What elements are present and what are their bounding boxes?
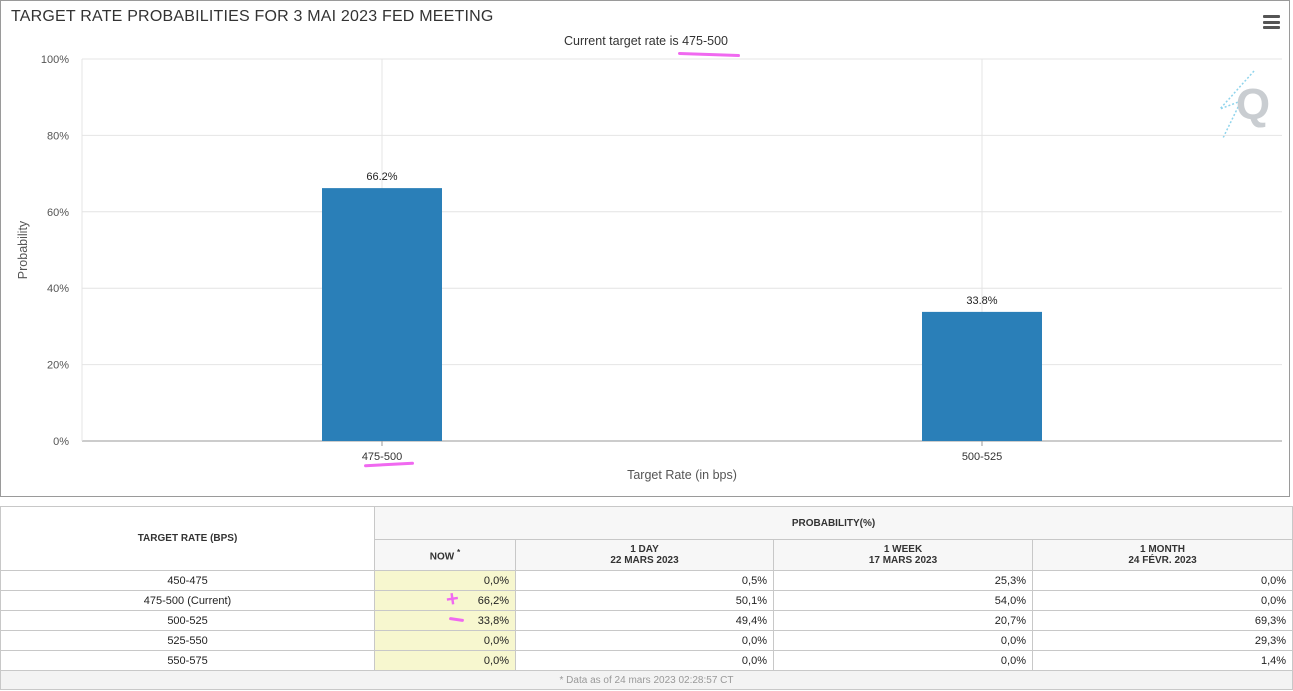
cell-1week: 0,0% <box>773 650 1033 671</box>
cell-1month: 0,0% <box>1031 570 1293 591</box>
table-row: 500-525 33,8% 49,4% 20,7% 69,3% <box>0 610 1293 631</box>
cell-1day: 0,5% <box>515 570 774 591</box>
bar-data-label: 66.2% <box>366 171 397 183</box>
cell-1week: 25,3% <box>773 570 1033 591</box>
cell-now: 66,2% <box>374 590 516 611</box>
cell-1month: 69,3% <box>1031 610 1293 631</box>
bar-500-525 <box>922 311 1042 441</box>
x-tick-label: 500-525 <box>962 451 1002 463</box>
cell-1week: 54,0% <box>773 590 1033 611</box>
col-group-probability: PROBABILITY(%) <box>373 506 1293 540</box>
col-header-1month: 1 MONTH 24 FÉVR. 2023 <box>1031 539 1293 571</box>
subtitle-rate: 475-500 <box>682 34 728 48</box>
cell-now: 0,0% <box>374 570 516 591</box>
table-row: 550-575 0,0% 0,0% 0,0% 1,4% <box>0 650 1293 671</box>
cell-rate: 475-500 (Current) <box>0 590 375 611</box>
table-row: 450-475 0,0% 0,5% 25,3% 0,0% <box>0 570 1293 591</box>
x-tick-label: 475-500 <box>362 451 402 463</box>
cell-rate: 500-525 <box>0 610 375 631</box>
col-now-label: NOW <box>429 551 455 563</box>
cell-now: 0,0% <box>374 650 516 671</box>
cell-1week: 0,0% <box>773 630 1033 651</box>
y-tick-label: 60% <box>47 207 69 219</box>
cell-1month: 1,4% <box>1031 650 1293 671</box>
cell-1month: 0,0% <box>1031 590 1293 611</box>
chart-svg: Q 0% 20% 40% 60% 80% 100% 66.2% 475-500 33.8% 500… <box>16 54 1282 482</box>
cell-rate: 525-550 <box>0 630 375 651</box>
hamburger-menu-icon[interactable] <box>1263 15 1280 29</box>
y-tick-label: 100% <box>41 54 69 66</box>
cell-now: 33,8% <box>374 610 516 631</box>
y-tick-label: 20% <box>47 360 69 372</box>
cell-1day: 0,0% <box>515 650 774 671</box>
cell-1day: 50,1% <box>515 590 774 611</box>
svg-text:Q: Q <box>1236 80 1270 129</box>
col-1week-date: 17 MARS 2023 <box>868 555 938 566</box>
cell-1day: 0,0% <box>515 630 774 651</box>
col-header-1day: 1 DAY 22 MARS 2023 <box>515 539 774 571</box>
cell-rate: 450-475 <box>0 570 375 591</box>
x-axis-title: Target Rate (in bps) <box>627 468 737 482</box>
col-1week-label: 1 WEEK <box>883 544 923 555</box>
col-header-rate: TARGET RATE (BPS) <box>0 506 375 571</box>
y-axis-title: Probability <box>16 220 30 279</box>
subtitle-prefix: Current target rate is <box>564 34 683 48</box>
chart-title: TARGET RATE PROBABILITIES FOR 3 MAI 2023… <box>11 8 494 25</box>
probability-table-container: TARGET RATE (BPS) PROBABILITY(%) NOW * 1… <box>0 506 1293 691</box>
col-header-1week: 1 WEEK 17 MARS 2023 <box>773 539 1033 571</box>
bar-475-500 <box>322 188 442 441</box>
cell-1week: 20,7% <box>773 610 1033 631</box>
bar-data-label: 33.8% <box>966 295 997 307</box>
col-1day-label: 1 DAY <box>630 544 659 555</box>
cell-rate: 550-575 <box>0 650 375 671</box>
quikstrike-logo-icon: Q <box>1219 70 1270 139</box>
table-footer-note: * Data as of 24 mars 2023 02:28:57 CT <box>0 670 1293 690</box>
col-now-sup: * <box>456 547 461 558</box>
cell-1day: 49,4% <box>515 610 774 631</box>
col-1month-date: 24 FÉVR. 2023 <box>1128 555 1197 566</box>
chart-panel: TARGET RATE PROBABILITIES FOR 3 MAI 2023… <box>0 0 1290 497</box>
col-1day-date: 22 MARS 2023 <box>610 555 679 566</box>
cell-1month: 29,3% <box>1031 630 1293 651</box>
table-row: 525-550 0,0% 0,0% 0,0% 29,3% <box>0 630 1293 651</box>
chart-subtitle: Current target rate is 475-500 <box>1 34 1291 48</box>
table-row: 475-500 (Current) 66,2% 50,1% 54,0% 0,0% <box>0 590 1293 611</box>
y-tick-label: 80% <box>47 130 69 142</box>
probability-table: TARGET RATE (BPS) PROBABILITY(%) NOW * 1… <box>0 506 1293 690</box>
cell-now: 0,0% <box>374 630 516 651</box>
y-tick-label: 40% <box>47 283 69 295</box>
col-1month-label: 1 MONTH <box>1140 544 1186 555</box>
col-header-now: NOW * <box>374 539 516 571</box>
y-tick-label: 0% <box>53 436 69 448</box>
